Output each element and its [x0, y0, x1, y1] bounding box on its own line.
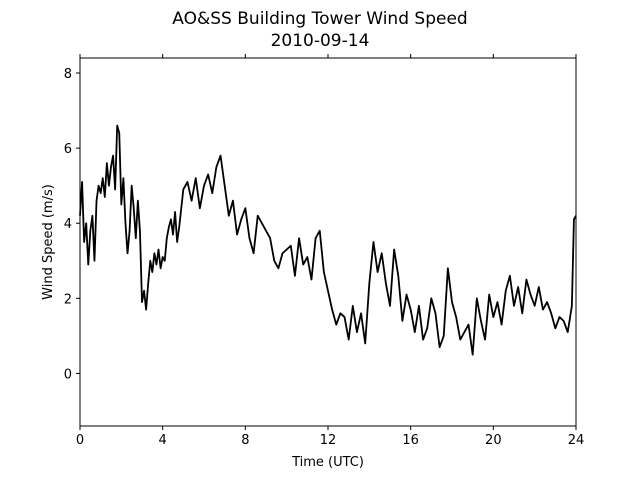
y-tick-label: 2: [64, 292, 72, 307]
x-tick-label: 16: [402, 433, 419, 448]
y-tick-label: 4: [64, 217, 72, 232]
chart-title: AO&SS Building Tower Wind Speed: [172, 9, 467, 29]
x-tick-label: 8: [241, 433, 249, 448]
wind-speed-series-line: [79, 124, 577, 356]
y-tick-label: 0: [64, 367, 72, 382]
x-axis: 0 4 8 12 16 20 24: [76, 54, 584, 448]
y-axis-label: Wind Speed (m/s): [41, 184, 56, 300]
y-tick-label: 6: [64, 142, 72, 157]
plot-frame: [79, 57, 577, 427]
x-tick-label: 12: [320, 433, 337, 448]
x-tick-label: 4: [159, 433, 167, 448]
x-axis-label: Time (UTC): [291, 455, 364, 470]
chart-subtitle: 2010-09-14: [271, 31, 370, 51]
y-tick-label: 8: [64, 67, 72, 82]
x-tick-label: 20: [485, 433, 502, 448]
x-tick-label: 0: [76, 433, 84, 448]
x-tick-label: 24: [568, 433, 585, 448]
y-axis: 0 2 4 6 8: [64, 67, 80, 382]
